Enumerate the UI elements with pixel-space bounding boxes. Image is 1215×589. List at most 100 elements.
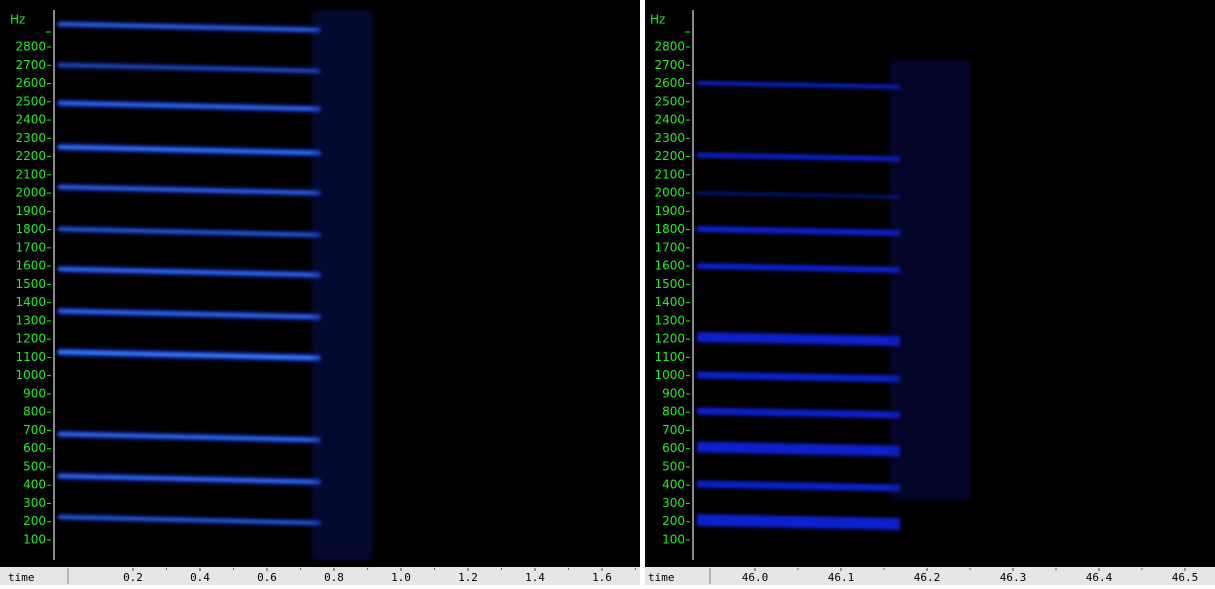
transition-noise — [312, 10, 372, 560]
y-tick-label: 2500 — [654, 94, 685, 108]
harmonic — [696, 81, 901, 89]
y-tick-label: 1500 — [654, 277, 685, 291]
harmonic — [696, 226, 901, 236]
y-tick-label: 2800 — [654, 40, 685, 54]
x-tick-label: 0.2 — [123, 571, 143, 584]
y-tick-label: 2400 — [15, 113, 46, 127]
x-tick-label: 46.4 — [1086, 571, 1113, 584]
y-tick-label: 1600 — [15, 259, 46, 273]
y-tick-label: 1000 — [654, 368, 685, 382]
harmonic — [57, 102, 321, 110]
harmonic — [57, 268, 321, 276]
y-tick-label: 2600 — [15, 76, 46, 90]
y-tick-label: 1500 — [15, 277, 46, 291]
y-tick-label: 2300 — [15, 131, 46, 145]
y-tick-label: 2500 — [15, 94, 46, 108]
x-title: time — [8, 571, 35, 584]
y-tick-label: 2000 — [654, 186, 685, 200]
y-tick-label: 2700 — [654, 58, 685, 72]
harmonic — [57, 310, 321, 318]
spectrogram — [57, 10, 1215, 560]
x-tick-label: 1.2 — [458, 571, 478, 584]
harmonic — [696, 480, 901, 492]
y-tick-label: 500 — [662, 459, 685, 473]
y-tick-label: 2100 — [654, 167, 685, 181]
x-tick-label: 46.2 — [914, 571, 941, 584]
harmonic — [696, 441, 901, 457]
y-tick-label: 600 — [23, 441, 46, 455]
y-tick-label: 2100 — [15, 167, 46, 181]
y-tick-label: 2000 — [15, 186, 46, 200]
y-tick-label: 900 — [662, 386, 685, 400]
x-tick-label: 0.6 — [257, 571, 277, 584]
harmonic — [696, 332, 901, 346]
harmonic — [57, 186, 321, 194]
y-tick-label: 2600 — [654, 76, 685, 90]
y-tick-label: 1400 — [15, 295, 46, 309]
x-title: time — [648, 571, 675, 584]
y-tick-label: 1900 — [15, 204, 46, 218]
x-tick-label: 46.3 — [1000, 571, 1027, 584]
x-tick-label: 46.0 — [742, 571, 769, 584]
divider — [640, 0, 645, 585]
y-tick-label: 2200 — [15, 149, 46, 163]
y-tick-label: 400 — [23, 478, 46, 492]
y-tick-label: 1200 — [654, 332, 685, 346]
harmonic — [57, 516, 321, 524]
y-tick-label: 1300 — [654, 313, 685, 327]
harmonic — [696, 371, 901, 383]
harmonic — [696, 152, 901, 162]
time-bar — [645, 567, 1215, 585]
y-tick-label: 500 — [23, 459, 46, 473]
y-tick-label: 1800 — [654, 222, 685, 236]
y-tick-label: 1100 — [15, 350, 46, 364]
y-tick-label: 2200 — [654, 149, 685, 163]
y-tick-label: 1700 — [15, 240, 46, 254]
x-tick-label: 1.0 — [391, 571, 411, 584]
y-tick-label: 1800 — [15, 222, 46, 236]
x-tick-label: 1.6 — [592, 571, 612, 584]
y-tick-label: 400 — [662, 478, 685, 492]
y-tick-label: 1000 — [15, 368, 46, 382]
x-tick-label: 1.4 — [525, 571, 545, 584]
y-tick-label: 1300 — [15, 313, 46, 327]
y-unit: Hz — [10, 13, 25, 27]
y-tick-label: 900 — [23, 386, 46, 400]
y-tick-label: 1100 — [654, 350, 685, 364]
harmonic — [696, 514, 901, 530]
harmonic — [57, 228, 321, 236]
y-unit: Hz — [650, 13, 665, 27]
harmonic — [57, 23, 321, 31]
y-tick-label: 600 — [662, 441, 685, 455]
y-tick-label: 1900 — [654, 204, 685, 218]
y-tick-label: 2300 — [654, 131, 685, 145]
harmonic — [696, 263, 901, 273]
y-tick-label: 2400 — [654, 113, 685, 127]
y-tick-label: 100 — [23, 533, 46, 547]
harmonic — [57, 350, 321, 360]
y-tick-label: 800 — [662, 405, 685, 419]
harmonic — [57, 64, 321, 72]
x-tick-label: 46.1 — [828, 571, 855, 584]
harmonic — [57, 433, 321, 441]
y-tick-label: 2800 — [15, 40, 46, 54]
y-tick-label: 100 — [662, 533, 685, 547]
y-tick-label: 700 — [23, 423, 46, 437]
harmonic — [57, 145, 321, 155]
time-bar — [0, 567, 640, 585]
harmonic — [696, 192, 901, 198]
transition-noise — [890, 60, 970, 500]
x-tick-label: 46.5 — [1172, 571, 1199, 584]
x-tick-label: 0.4 — [190, 571, 210, 584]
harmonic — [696, 407, 901, 419]
y-tick-label: 200 — [23, 514, 46, 528]
y-tick-label: 700 — [662, 423, 685, 437]
y-tick-label: 1700 — [654, 240, 685, 254]
y-tick-label: 300 — [662, 496, 685, 510]
y-tick-label: 800 — [23, 405, 46, 419]
harmonic — [57, 475, 321, 483]
y-tick-label: 1600 — [654, 259, 685, 273]
y-tick-label: 2700 — [15, 58, 46, 72]
y-tick-label: 1400 — [654, 295, 685, 309]
